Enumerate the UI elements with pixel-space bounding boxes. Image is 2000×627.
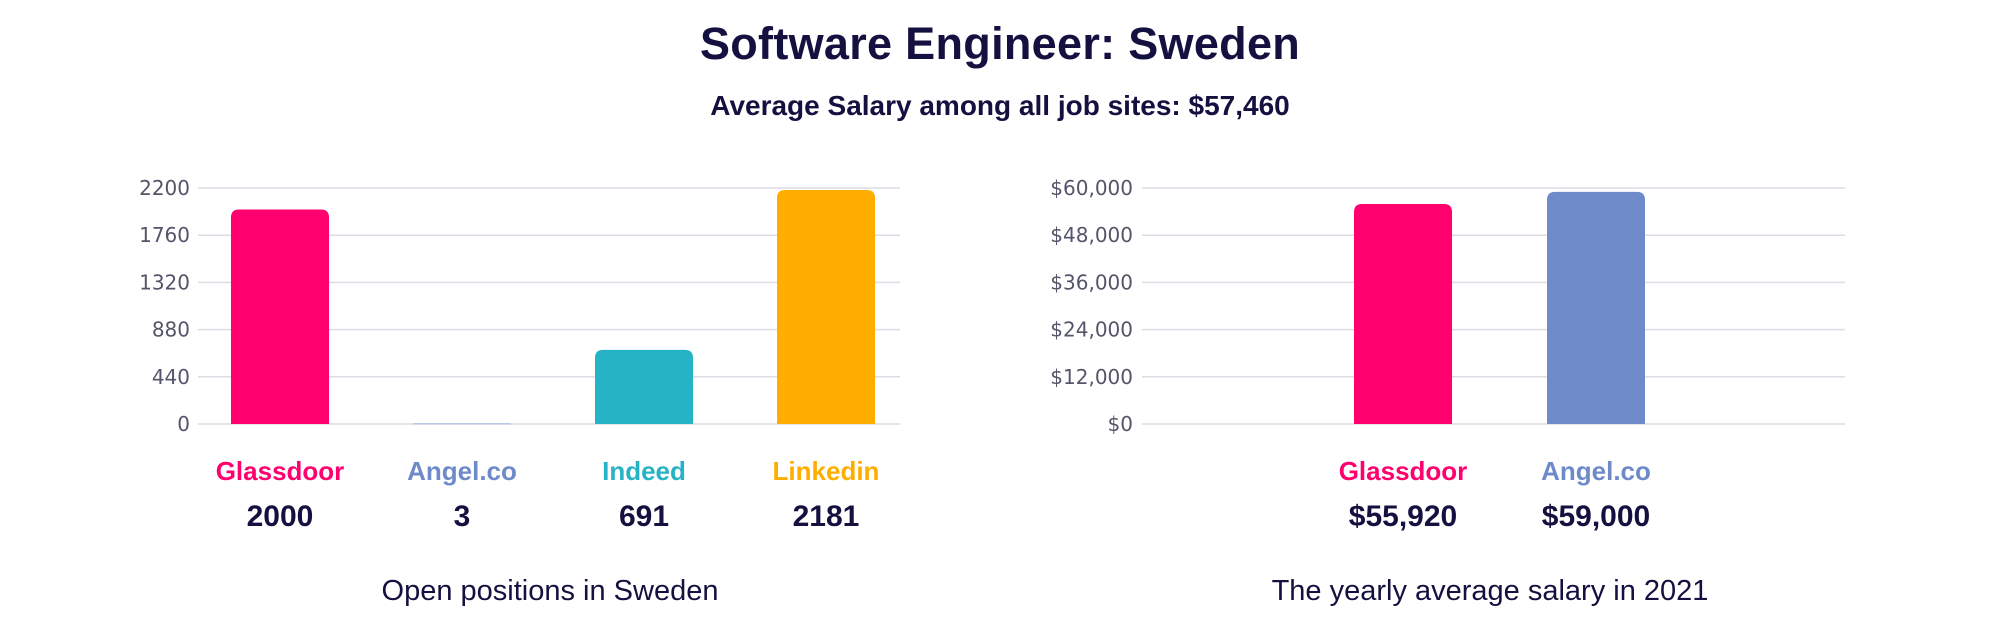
category-label-angel-co: Angel.co [1541, 456, 1651, 486]
value-label-glassdoor: 2000 [247, 500, 314, 533]
value-label-linkedin: 2181 [793, 500, 860, 533]
bar-angel-co [1547, 191, 1645, 424]
category-label-glassdoor: Glassdoor [1339, 456, 1468, 486]
y-tick-label: $24,000 [1050, 318, 1133, 342]
y-tick-label: 1760 [139, 223, 190, 247]
page-subtitle: Average Salary among all job sites: $57,… [710, 90, 1290, 121]
y-tick-label: 880 [152, 318, 190, 342]
bar-angel-co [413, 423, 511, 425]
salary-chart: $0 $12,000 $24,000 $36,000 $48,000 $60,000 Gla… [1050, 176, 1845, 533]
y-tick-label: $48,000 [1050, 223, 1133, 247]
y-tick-label: $0 [1108, 412, 1133, 436]
bar-indeed [595, 349, 693, 424]
value-label-angel-co: 3 [454, 500, 471, 533]
y-tick-label: 1320 [139, 270, 190, 294]
y-tick-label: 440 [152, 365, 190, 389]
page-title: Software Engineer: Sweden [699, 18, 1301, 69]
bar-linkedin [777, 190, 875, 424]
salary-chart-caption: The yearly average salary in 2021 [1271, 575, 1709, 607]
value-label-indeed: 691 [619, 500, 669, 533]
bar-glassdoor [231, 209, 329, 424]
category-label-angel-co: Angel.co [407, 456, 517, 486]
y-tick-label: $36,000 [1050, 270, 1133, 294]
category-label-linkedin: Linkedin [773, 456, 880, 486]
y-tick-label: $12,000 [1050, 365, 1133, 389]
bar-glassdoor [1354, 204, 1452, 424]
positions-chart: 0 440 880 1320 1760 2200 Glassdoor 2000 Angel.co… [139, 176, 900, 533]
category-label-glassdoor: Glassdoor [216, 456, 345, 486]
positions-chart-caption: Open positions in Sweden [381, 575, 719, 607]
y-tick-label: 0 [177, 412, 190, 436]
category-label-indeed: Indeed [602, 456, 686, 486]
value-label-glassdoor: $55,920 [1349, 500, 1457, 533]
y-tick-label: $60,000 [1050, 176, 1133, 200]
value-label-angel-co: $59,000 [1542, 500, 1650, 533]
y-tick-label: 2200 [139, 176, 190, 200]
